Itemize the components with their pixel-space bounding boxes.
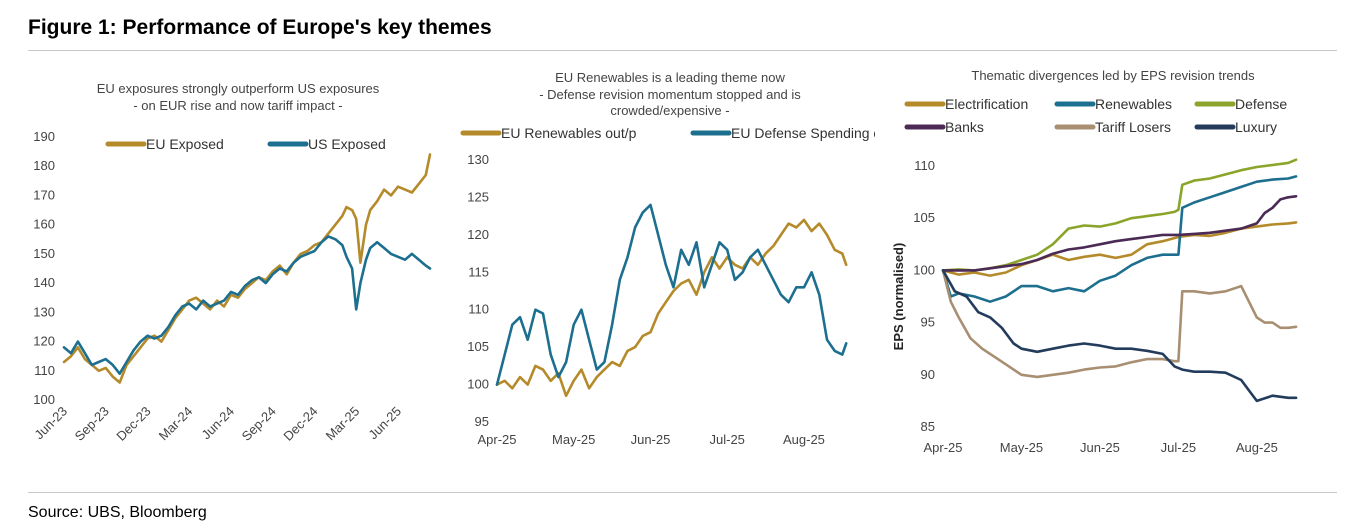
legend-label-renewables: Renewables: [1095, 96, 1172, 112]
top-divider: [28, 50, 1337, 51]
y-tick-label: 190: [33, 129, 55, 144]
legend-label-luxury: Luxury: [1235, 119, 1277, 135]
bottom-divider: [28, 492, 1337, 493]
y-tick-label: 120: [33, 334, 55, 349]
x-tick-label: May-25: [552, 432, 595, 447]
y-tick-label: 120: [467, 227, 489, 242]
chart-title-line: EU Renewables is a leading theme now: [555, 70, 785, 85]
chart-renewables-vs-defense: EU Renewables is a leading theme now - De…: [460, 70, 875, 447]
y-tick-label: 140: [33, 275, 55, 290]
chart-title-line: crowded/expensive -: [610, 103, 729, 118]
y-tick-label: 100: [33, 392, 55, 407]
y-tick-label: 125: [467, 189, 489, 204]
legend-label-electrification: Electrification: [945, 96, 1028, 112]
series-line-eu-exposed: [62, 153, 432, 384]
chart-eu-vs-us-exposed: EU exposures strongly outperform US expo…: [31, 81, 432, 444]
x-tick-label: Sep-24: [239, 404, 279, 444]
series-line-us-exposed: [62, 235, 432, 376]
series-line-tariff-losers: [941, 269, 1298, 379]
series-line-banks: [941, 195, 1298, 272]
legend-label-eu-exposed: EU Exposed: [146, 136, 224, 152]
series-line-renewables: [941, 175, 1298, 303]
series-line-eu-defense-spending-out-p: [495, 203, 848, 386]
x-tick-label: Jun-25: [1080, 440, 1120, 455]
x-tick-label: Mar-24: [156, 404, 196, 444]
x-tick-label: Jul-25: [1161, 440, 1196, 455]
y-tick-label: 110: [468, 302, 489, 317]
y-tick-label: 130: [33, 304, 55, 319]
figure-title: Figure 1: Performance of Europe's key th…: [28, 16, 492, 39]
x-tick-label: Jun-24: [198, 404, 237, 443]
series-line-luxury: [941, 269, 1298, 403]
y-tick-label: 95: [475, 414, 489, 429]
x-tick-label: Dec-24: [280, 404, 320, 444]
legend-label-eu-defense-spending-out-p: EU Defense Spending out/p: [731, 125, 875, 141]
chart-title-line: - on EUR rise and now tariff impact -: [133, 98, 342, 113]
y-tick-label: 100: [913, 262, 935, 277]
x-tick-label: Jul-25: [710, 432, 745, 447]
x-tick-label: Apr-25: [477, 432, 516, 447]
x-tick-label: Aug-25: [1236, 440, 1278, 455]
chart-title-line: EU exposures strongly outperform US expo…: [97, 81, 380, 96]
x-tick-label: Apr-25: [923, 440, 962, 455]
y-tick-label: 105: [467, 339, 489, 354]
legend-label-us-exposed: US Exposed: [308, 136, 386, 152]
y-tick-label: 170: [33, 187, 55, 202]
x-tick-label: Jun-25: [365, 404, 404, 443]
source-note: Source: UBS, Bloomberg: [28, 504, 207, 521]
y-tick-label: 100: [467, 377, 489, 392]
y-tick-label: 115: [468, 264, 489, 279]
x-tick-label: Aug-25: [783, 432, 825, 447]
y-axis-label: EPS (normalised): [891, 243, 906, 351]
x-tick-label: Sep-23: [72, 404, 112, 444]
y-tick-label: 110: [914, 158, 935, 173]
x-tick-label: Jun-23: [31, 404, 70, 443]
series-line-defense: [941, 158, 1298, 272]
x-tick-label: Mar-25: [323, 404, 363, 444]
chart-eps-revision-trends: Thematic divergences led by EPS revision…: [891, 68, 1298, 455]
x-tick-label: Dec-23: [113, 404, 153, 444]
y-tick-label: 95: [921, 315, 935, 330]
x-tick-label: Jun-25: [631, 432, 671, 447]
y-tick-label: 105: [913, 210, 935, 225]
chart-title-line: - Defense revision momentum stopped and …: [539, 87, 801, 102]
chart-title-line: Thematic divergences led by EPS revision…: [971, 68, 1255, 83]
y-tick-label: 180: [33, 158, 55, 173]
y-tick-label: 130: [467, 152, 489, 167]
y-tick-label: 110: [34, 363, 55, 378]
legend-label-eu-renewables-out-p: EU Renewables out/p: [501, 125, 637, 141]
legend-label-defense: Defense: [1235, 96, 1287, 112]
y-tick-label: 85: [921, 419, 935, 434]
series-line-eu-renewables-out-p: [495, 218, 848, 398]
legend-label-banks: Banks: [945, 119, 984, 135]
x-tick-label: May-25: [1000, 440, 1043, 455]
legend-label-tariff-losers: Tariff Losers: [1095, 119, 1171, 135]
y-tick-label: 160: [33, 217, 55, 232]
y-tick-label: 150: [33, 246, 55, 261]
y-tick-label: 90: [921, 367, 935, 382]
